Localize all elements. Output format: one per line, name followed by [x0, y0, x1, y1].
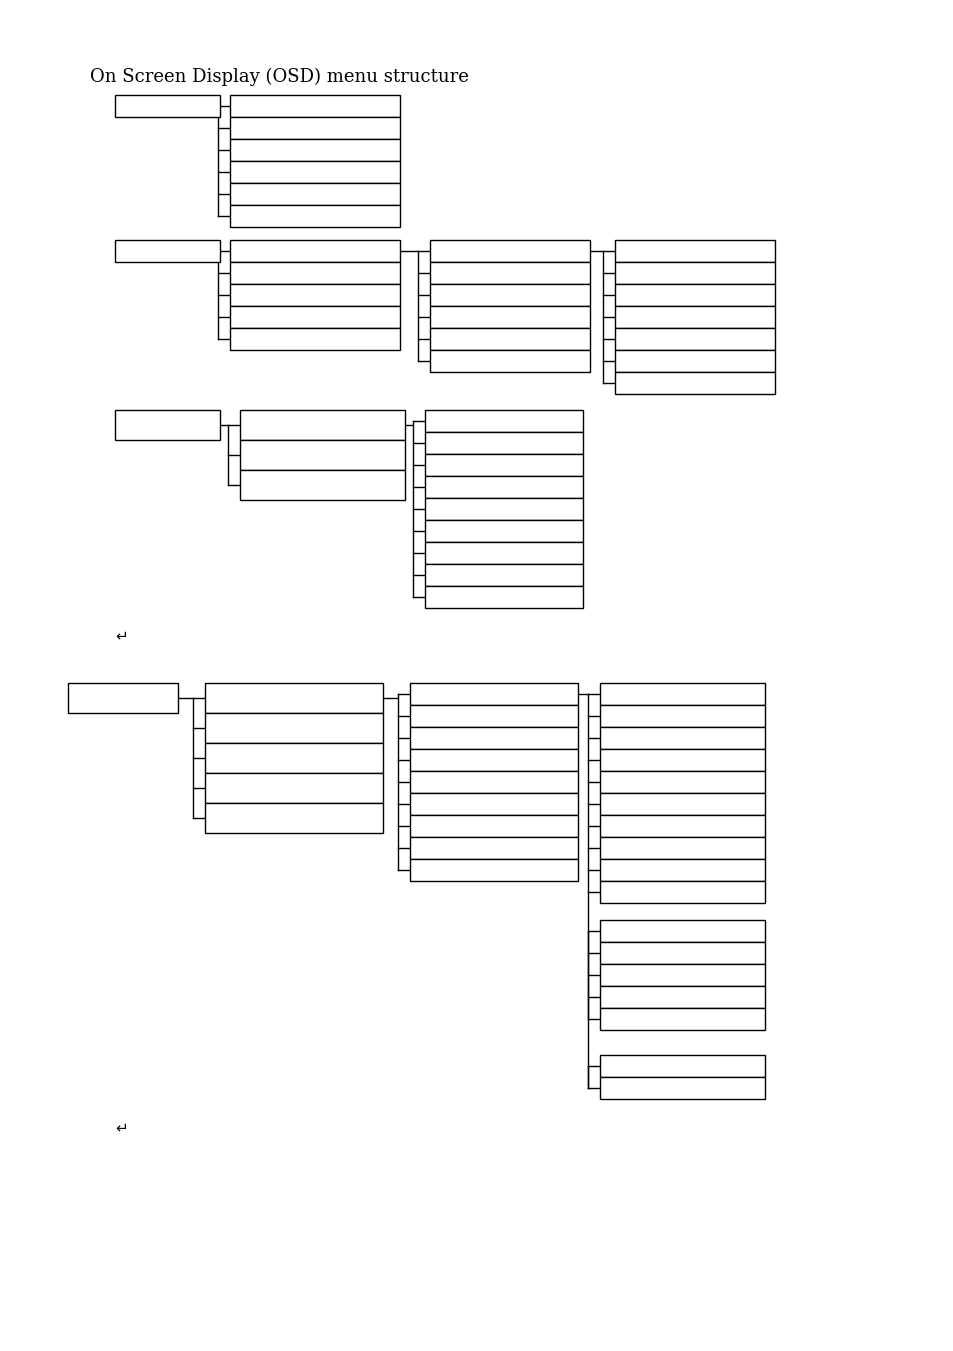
Bar — [424, 432, 582, 454]
Bar — [230, 262, 399, 284]
Bar — [599, 986, 764, 1008]
Bar — [430, 284, 589, 305]
Bar — [599, 793, 764, 815]
Bar — [599, 815, 764, 838]
Bar — [410, 748, 578, 771]
Bar — [230, 182, 399, 205]
Bar — [424, 542, 582, 563]
Bar — [410, 838, 578, 859]
Bar — [205, 743, 382, 773]
Bar — [424, 454, 582, 476]
Bar — [599, 859, 764, 881]
Bar — [230, 95, 399, 118]
Bar — [410, 859, 578, 881]
Bar — [230, 118, 399, 139]
Bar — [430, 262, 589, 284]
Bar — [205, 773, 382, 802]
Text: ↵: ↵ — [115, 1120, 128, 1135]
Bar — [430, 305, 589, 328]
Bar — [230, 205, 399, 227]
Bar — [205, 802, 382, 834]
Bar — [599, 727, 764, 748]
Bar — [230, 139, 399, 161]
Bar — [599, 838, 764, 859]
Bar — [599, 684, 764, 705]
Bar — [424, 520, 582, 542]
Bar — [115, 95, 220, 118]
Bar — [599, 1055, 764, 1077]
Bar — [615, 240, 774, 262]
Text: On Screen Display (OSD) menu structure: On Screen Display (OSD) menu structure — [90, 68, 468, 86]
Bar — [68, 684, 178, 713]
Bar — [410, 771, 578, 793]
Text: ↵: ↵ — [115, 628, 128, 643]
Bar — [410, 815, 578, 838]
Bar — [410, 727, 578, 748]
Bar — [230, 240, 399, 262]
Bar — [599, 942, 764, 965]
Bar — [230, 284, 399, 305]
Bar — [430, 240, 589, 262]
Bar — [240, 409, 405, 440]
Bar — [615, 284, 774, 305]
Bar — [615, 262, 774, 284]
Bar — [615, 350, 774, 372]
Bar — [230, 161, 399, 182]
Bar — [115, 409, 220, 440]
Bar — [410, 793, 578, 815]
Bar — [599, 705, 764, 727]
Bar — [424, 563, 582, 586]
Bar — [410, 684, 578, 705]
Bar — [240, 470, 405, 500]
Bar — [599, 771, 764, 793]
Bar — [599, 965, 764, 986]
Bar — [230, 305, 399, 328]
Bar — [424, 499, 582, 520]
Bar — [205, 684, 382, 713]
Bar — [205, 713, 382, 743]
Bar — [430, 328, 589, 350]
Bar — [599, 881, 764, 902]
Bar — [615, 372, 774, 394]
Bar — [115, 240, 220, 262]
Bar — [615, 328, 774, 350]
Bar — [240, 440, 405, 470]
Bar — [599, 1077, 764, 1098]
Bar — [424, 586, 582, 608]
Bar — [599, 748, 764, 771]
Bar — [410, 705, 578, 727]
Bar — [615, 305, 774, 328]
Bar — [599, 1008, 764, 1029]
Bar — [424, 476, 582, 499]
Bar — [430, 350, 589, 372]
Bar — [599, 920, 764, 942]
Bar — [424, 409, 582, 432]
Bar — [230, 328, 399, 350]
